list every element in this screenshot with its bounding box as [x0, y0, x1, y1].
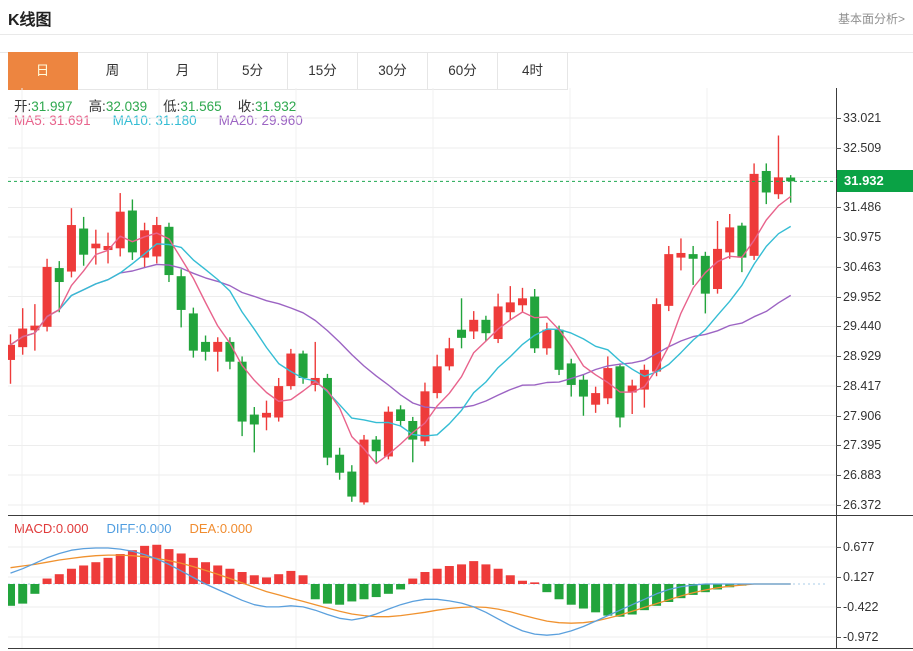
- y-axis-tick: [836, 505, 841, 506]
- macd-y-axis-label: -0.422: [843, 600, 879, 614]
- y-axis-tick: [836, 148, 841, 149]
- macd-y-axis-tick: [836, 547, 841, 548]
- period-tabs: 日 周 月 5分 15分 30分 60分 4时: [8, 52, 568, 90]
- ma20-legend: MA20: 29.960: [218, 113, 303, 128]
- tab-month[interactable]: 月: [148, 52, 218, 90]
- tab-day[interactable]: 日: [8, 52, 78, 90]
- diff-value-legend: DIFF:0.000: [106, 521, 172, 536]
- y-axis-tick: [836, 237, 841, 238]
- tab-30min[interactable]: 30分: [358, 52, 428, 90]
- macd-legend: MACD:0.000 DIFF:0.000 DEA:0.000: [14, 521, 252, 536]
- candlestick-chart[interactable]: [8, 88, 836, 515]
- y-axis-label: 32.509: [843, 141, 882, 155]
- y-axis-label: 26.372: [843, 498, 882, 512]
- y-axis-tick: [836, 416, 841, 417]
- y-axis-label: 30.463: [843, 260, 882, 274]
- ma10-legend: MA10: 31.180: [112, 113, 197, 128]
- y-axis-label: 27.906: [843, 409, 882, 423]
- macd-y-axis-label: 0.127: [843, 570, 875, 584]
- close-value: 31.932: [254, 99, 297, 114]
- y-axis-tick: [836, 475, 841, 476]
- y-axis-tick: [836, 326, 841, 327]
- y-axis-tick: [836, 386, 841, 387]
- y-axis-label: 29.952: [843, 290, 882, 304]
- current-price-badge: 31.932: [837, 170, 913, 192]
- page-title: K线图: [8, 12, 52, 29]
- ma-legend: MA5: 31.691 MA10: 31.180 MA20: 29.960: [14, 113, 303, 128]
- macd-y-axis-label: -0.972: [843, 630, 879, 644]
- macd-panel-bottom-border: [8, 648, 913, 649]
- y-axis-tick: [836, 356, 841, 357]
- y-axis-line: [836, 88, 837, 648]
- y-axis-label: 28.417: [843, 379, 882, 393]
- macd-y-axis-label: 0.677: [843, 540, 875, 554]
- tab-60min[interactable]: 60分: [428, 52, 498, 90]
- macd-panel-top-border: [8, 515, 913, 516]
- tab-4hour[interactable]: 4时: [498, 52, 568, 90]
- y-axis-label: 26.883: [843, 468, 882, 482]
- ohlc-legend: 开:31.997 高:32.039 低:31.565 收:31.932: [14, 95, 312, 115]
- title-divider: [0, 34, 913, 35]
- low-value: 31.565: [180, 99, 222, 114]
- fundamental-analysis-link[interactable]: 基本面分析>: [837, 12, 905, 26]
- tab-5min[interactable]: 5分: [218, 52, 288, 90]
- tab-week[interactable]: 周: [78, 52, 148, 90]
- y-axis-label: 30.975: [843, 230, 882, 244]
- open-label: 开:: [14, 99, 32, 114]
- y-axis-tick: [836, 297, 841, 298]
- y-axis-label: 29.440: [843, 319, 882, 333]
- y-axis-label: 28.929: [843, 349, 882, 363]
- y-axis-tick: [836, 445, 841, 446]
- y-axis-tick: [836, 118, 841, 119]
- macd-y-axis-tick: [836, 577, 841, 578]
- high-label: 高:: [88, 99, 106, 114]
- high-value: 32.039: [105, 99, 148, 114]
- y-axis-label: 33.021: [843, 111, 882, 125]
- low-label: 低:: [163, 99, 181, 114]
- macd-y-axis-tick: [836, 637, 841, 638]
- close-label: 收:: [237, 99, 255, 114]
- y-axis-label: 27.395: [843, 438, 882, 452]
- y-axis-tick: [836, 207, 841, 208]
- y-axis-tick: [836, 267, 841, 268]
- y-axis-label: 31.486: [843, 200, 882, 214]
- macd-y-axis-tick: [836, 607, 841, 608]
- macd-chart[interactable]: [8, 516, 836, 648]
- macd-value-legend: MACD:0.000: [14, 521, 89, 536]
- open-value: 31.997: [31, 99, 73, 114]
- dea-value-legend: DEA:0.000: [189, 521, 253, 536]
- tab-15min[interactable]: 15分: [288, 52, 358, 90]
